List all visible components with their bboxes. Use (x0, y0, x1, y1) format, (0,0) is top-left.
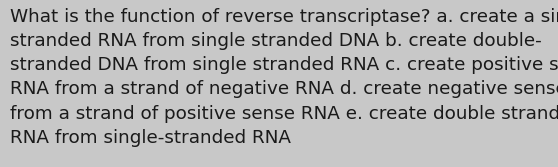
Text: What is the function of reverse transcriptase? a. create a single
stranded RNA f: What is the function of reverse transcri… (10, 8, 558, 147)
